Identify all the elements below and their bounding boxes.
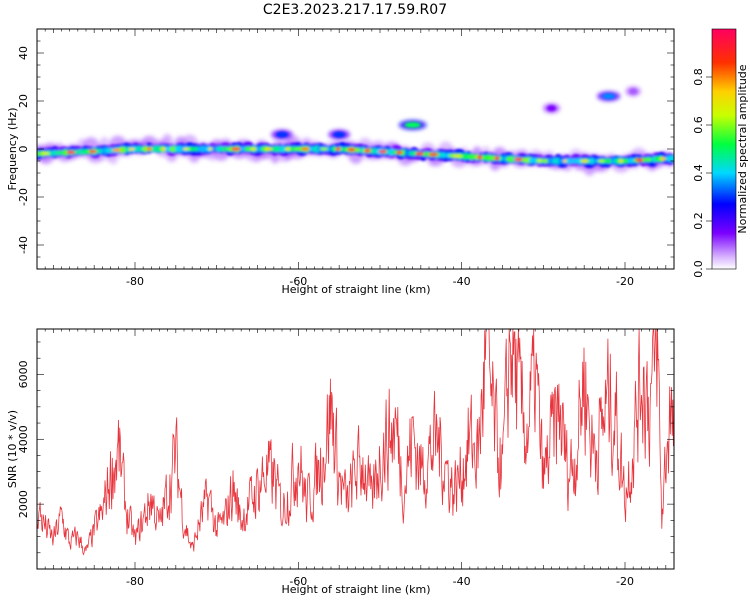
figure-title: C2E3.2023.217.17.59.R07 [263, 2, 447, 18]
heatmap-panel: -80 -60 -40 -20 -40 -20 0 20 40 Height of straig… [6, 28, 675, 296]
heatmap-cell [364, 149, 371, 153]
heatmap-cell [536, 159, 543, 163]
heatmap-cell [40, 151, 50, 156]
heatmap-cell [231, 147, 241, 151]
heatmap-cell [331, 146, 338, 152]
x-tick-label: -80 [126, 275, 144, 288]
heatmap-cell [142, 145, 149, 153]
snr-panel: -80 -60 -40 -20 2000 4000 6000 Height of strai… [6, 328, 675, 596]
x-tick-label: -20 [616, 575, 634, 588]
x-tick-label: -20 [616, 275, 634, 288]
heatmap-cell [659, 157, 666, 161]
heatmap-feature [333, 131, 346, 138]
heatmap-marks [37, 86, 674, 176]
y-tick-label: 4000 [17, 425, 30, 453]
heatmap-cell [618, 159, 624, 163]
heatmap-cell [467, 153, 476, 160]
y-tick-label: -20 [17, 188, 30, 206]
x-tick-label: -60 [289, 275, 307, 288]
heatmap-cell [160, 147, 166, 151]
colorbar-gradient [711, 28, 737, 270]
heatmap-feature [629, 88, 638, 95]
heatmap-feature [547, 105, 556, 112]
heatmap-cell [415, 152, 424, 156]
x-tick-label: -40 [453, 275, 471, 288]
heatmap-cell [571, 158, 578, 164]
heatmap-cell [352, 147, 362, 153]
heatmap-cell [88, 149, 97, 154]
heatmap-cell [325, 146, 332, 152]
heatmap-cell [300, 147, 310, 151]
heatmap-cell [335, 147, 342, 151]
heatmap-cell [112, 148, 122, 152]
heatmap-cell [580, 159, 589, 163]
heatmap-cell [665, 155, 674, 162]
heatmap-cell [513, 157, 523, 162]
heatmap-cell [395, 150, 403, 155]
heatmap-xlabel: Height of straight line (km) [281, 283, 430, 296]
heatmap-cell [284, 147, 291, 151]
heatmap-cell [347, 148, 356, 152]
heatmap-cell [66, 150, 76, 154]
heatmap-cell [207, 147, 213, 151]
snr-ticks: -80 -60 -40 -20 2000 4000 6000 [17, 329, 675, 588]
y-tick-label: 20 [17, 94, 30, 108]
y-tick-label: 6000 [17, 360, 30, 388]
heatmap-cell [438, 152, 447, 158]
heatmap-cell [604, 158, 613, 164]
heatmap-cell [134, 146, 146, 152]
heatmap-feature [276, 131, 288, 138]
colorbar-ticks: 0.0 0.2 0.4 0.6 0.8 [692, 68, 712, 278]
y-tick-label: 40 [17, 46, 30, 60]
y-tick-label: -40 [17, 236, 30, 254]
heatmap-cell [264, 147, 273, 151]
heatmap-cell [128, 147, 135, 151]
colorbar-tick-label: 0.2 [692, 212, 705, 230]
colorbar-tick-label: 0.6 [692, 116, 705, 134]
heatmap-cell [644, 157, 653, 163]
snr-series-line [37, 329, 674, 556]
heatmap-cell [476, 155, 483, 159]
heatmap-cell [622, 158, 630, 164]
heatmap-cell [627, 157, 636, 164]
heatmap-ylabel: Frequency (Hz) [6, 108, 19, 191]
heatmap-cell [493, 156, 500, 160]
heatmap-cell [452, 154, 463, 158]
heatmap-cell [182, 147, 190, 151]
colorbar-label: Normalized spectral amplitude [736, 64, 749, 233]
heatmap-ticks: -80 -60 -40 -20 -40 -20 0 20 40 [17, 28, 675, 288]
snr-ylabel: SNR (10 * v/v) [6, 410, 19, 488]
x-tick-label: -60 [289, 575, 307, 588]
colorbar-tick-label: 0.4 [692, 164, 705, 182]
colorbar: 0.0 0.2 0.4 0.6 0.8 Normalized spectral ampl… [692, 28, 749, 278]
colorbar-tick-label: 0.0 [692, 260, 705, 278]
x-tick-label: -40 [453, 575, 471, 588]
heatmap-cell [378, 149, 388, 154]
x-tick-label: -80 [126, 575, 144, 588]
heatmap-feature [602, 93, 616, 100]
heatmap-cell [597, 159, 605, 163]
heatmap-cell [542, 158, 550, 164]
y-tick-label: 0 [17, 146, 30, 153]
heatmap-cell [587, 158, 596, 164]
colorbar-tick-label: 0.8 [692, 68, 705, 86]
heatmap-cell [634, 158, 644, 162]
heatmap-cell [462, 153, 469, 160]
snr-xlabel: Height of straight line (km) [281, 583, 430, 596]
y-tick-label: 2000 [17, 490, 30, 518]
heatmap-core [37, 88, 674, 169]
heatmap-cell [188, 146, 195, 152]
heatmap-cell [319, 147, 329, 151]
heatmap-cell [562, 159, 567, 163]
heatmap-feature [404, 122, 421, 128]
heatmap-cell [146, 147, 153, 151]
heatmap-cell [428, 152, 439, 157]
heatmap-cell [278, 145, 287, 153]
heatmap-cell [249, 147, 257, 151]
